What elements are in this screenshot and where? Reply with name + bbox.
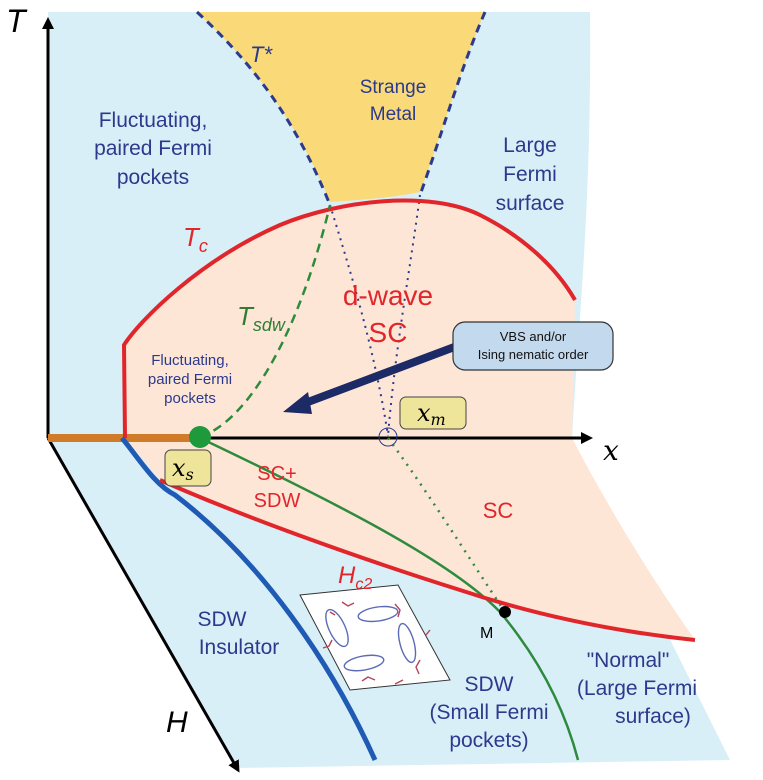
m-label: M — [480, 625, 493, 642]
sc-dome-region — [124, 200, 575, 438]
callout-arrow — [298, 339, 467, 409]
svg-text:"Normal": "Normal" — [587, 649, 670, 672]
callout-line-2: Ising nematic order — [478, 347, 589, 362]
xm-label-box — [399, 396, 467, 430]
xm-label: xm — [417, 399, 446, 429]
callout-arrowhead — [283, 392, 312, 414]
t-star-right-line — [418, 11, 487, 196]
tc-label: Tc — [183, 222, 208, 256]
svg-text:SDW: SDW — [465, 673, 514, 696]
dwave-sc-label: d-wave SC — [343, 280, 433, 348]
svg-text:SDW: SDW — [198, 608, 247, 631]
xs-point — [189, 426, 211, 448]
svg-text:Insulator: Insulator — [199, 636, 280, 659]
svg-text:Metal: Metal — [370, 104, 416, 125]
tc-line — [121, 198, 577, 439]
t-axis-label: T — [6, 3, 28, 39]
svg-text:Fluctuating,: Fluctuating, — [151, 352, 229, 369]
callout-box — [452, 321, 614, 371]
sc-field-region — [125, 438, 695, 640]
large-fermi-label: Large Fermi surface — [496, 134, 565, 215]
svg-text:(Small Fermi: (Small Fermi — [430, 701, 549, 724]
svg-text:SDW: SDW — [254, 490, 301, 512]
strange-metal-region — [197, 12, 485, 202]
hc2-line — [159, 478, 696, 642]
fermi-pocket-illustration — [299, 584, 451, 691]
t-star-left-line — [195, 10, 332, 206]
normal-label: "Normal" (Large Fermi surface) — [577, 649, 697, 728]
h-axis — [46, 437, 240, 773]
sc-sdw-label: SC+ SDW — [254, 463, 301, 512]
tsdw-line — [199, 204, 332, 439]
m-point — [499, 606, 511, 618]
svg-text:(Large Fermi: (Large Fermi — [577, 677, 697, 700]
svg-text:pockets): pockets) — [449, 729, 528, 752]
x-axis-label: x — [603, 434, 619, 467]
svg-text:Fluctuating,: Fluctuating, — [99, 109, 208, 132]
sdw-insulator-boundary — [120, 436, 378, 762]
svg-text:paired Fermi: paired Fermi — [94, 137, 212, 160]
svg-text:SC+: SC+ — [257, 463, 296, 485]
sdw-small-fermi-label: SDW (Small Fermi pockets) — [430, 673, 549, 752]
fluctuating-upper-label: Fluctuating, paired Fermi pockets — [94, 109, 212, 189]
t-star-label: T* — [250, 42, 273, 67]
svg-text:surface): surface) — [615, 705, 691, 728]
t-star-right-dotted — [387, 194, 421, 437]
xs-label-box — [164, 449, 212, 487]
tsdw-label: Tsdw — [237, 301, 286, 335]
svg-text:pockets: pockets — [117, 166, 189, 189]
xs-label: xs — [172, 454, 194, 484]
sdw-insulator-label: SDW Insulator — [198, 608, 280, 659]
callout-line-1: VBS and/or — [500, 329, 567, 344]
svg-text:surface: surface — [496, 192, 565, 215]
xm-circle — [378, 427, 398, 447]
svg-text:SC: SC — [369, 317, 408, 348]
svg-text:Strange: Strange — [360, 77, 427, 98]
svg-text:pockets: pockets — [164, 390, 216, 407]
strange-metal-label: Strange Metal — [360, 77, 427, 125]
svg-text:Fermi: Fermi — [503, 163, 557, 186]
h-axis-label: H — [166, 706, 188, 739]
fluctuating-lower-label: Fluctuating, paired Fermi pockets — [148, 352, 232, 407]
svg-text:paired Fermi: paired Fermi — [148, 371, 232, 388]
sc-label: SC — [483, 498, 514, 523]
hc2-label: Hc2 — [338, 562, 372, 593]
svg-text:d-wave: d-wave — [343, 280, 433, 311]
t-star-left-dotted — [329, 204, 389, 437]
svg-text:Large: Large — [503, 134, 557, 157]
